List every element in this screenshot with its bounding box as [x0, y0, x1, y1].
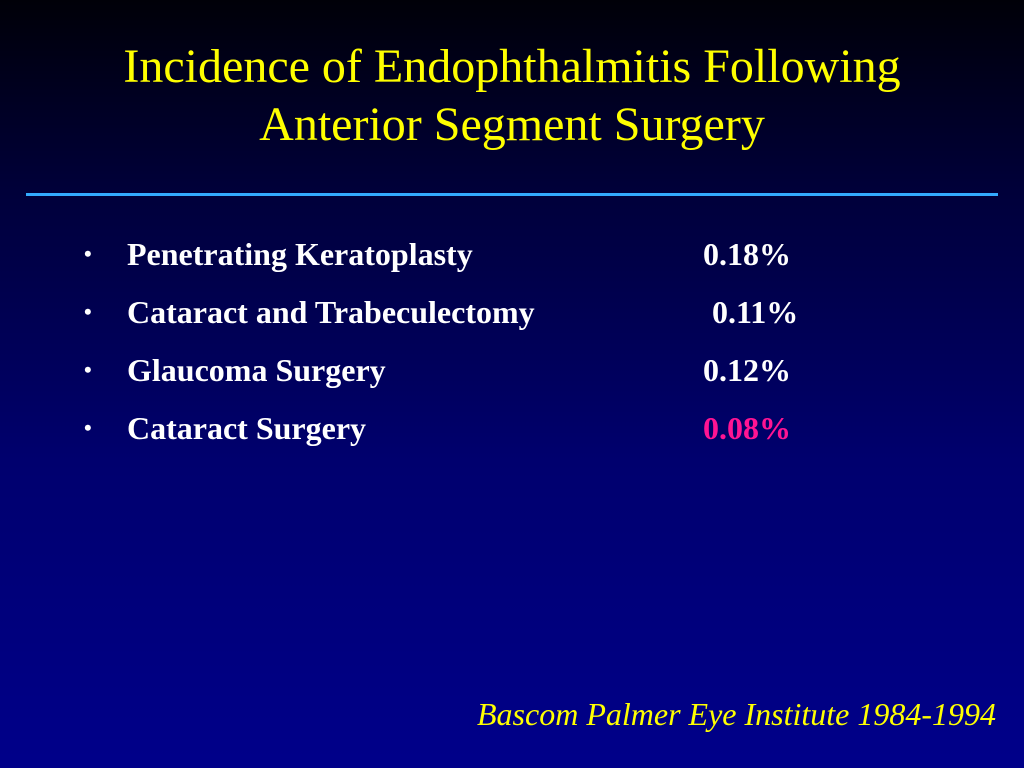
- item-value: 0.12%: [703, 352, 791, 388]
- title-divider: [26, 193, 998, 196]
- slide-title-line-2: Anterior Segment Surgery: [259, 98, 765, 151]
- item-value: 0.18%: [703, 236, 791, 272]
- slide-title: Incidence of Endophthalmitis Following A…: [0, 38, 1024, 154]
- item-label: Glaucoma Surgery: [127, 352, 386, 388]
- bullet-icon: •: [84, 241, 92, 266]
- bullet-icon: •: [84, 299, 92, 324]
- item-value-highlighted: 0.08%: [703, 410, 791, 446]
- source-citation: Bascom Palmer Eye Institute 1984-1994: [477, 696, 996, 732]
- item-label: Cataract Surgery: [127, 410, 367, 446]
- item-label: Cataract and Trabeculectomy: [127, 294, 535, 330]
- slide-title-line-1: Incidence of Endophthalmitis Following: [123, 40, 901, 93]
- bullet-icon: •: [84, 415, 92, 440]
- bullet-icon: •: [84, 357, 92, 382]
- item-value: 0.11%: [712, 294, 799, 330]
- item-label: Penetrating Keratoplasty: [127, 236, 473, 272]
